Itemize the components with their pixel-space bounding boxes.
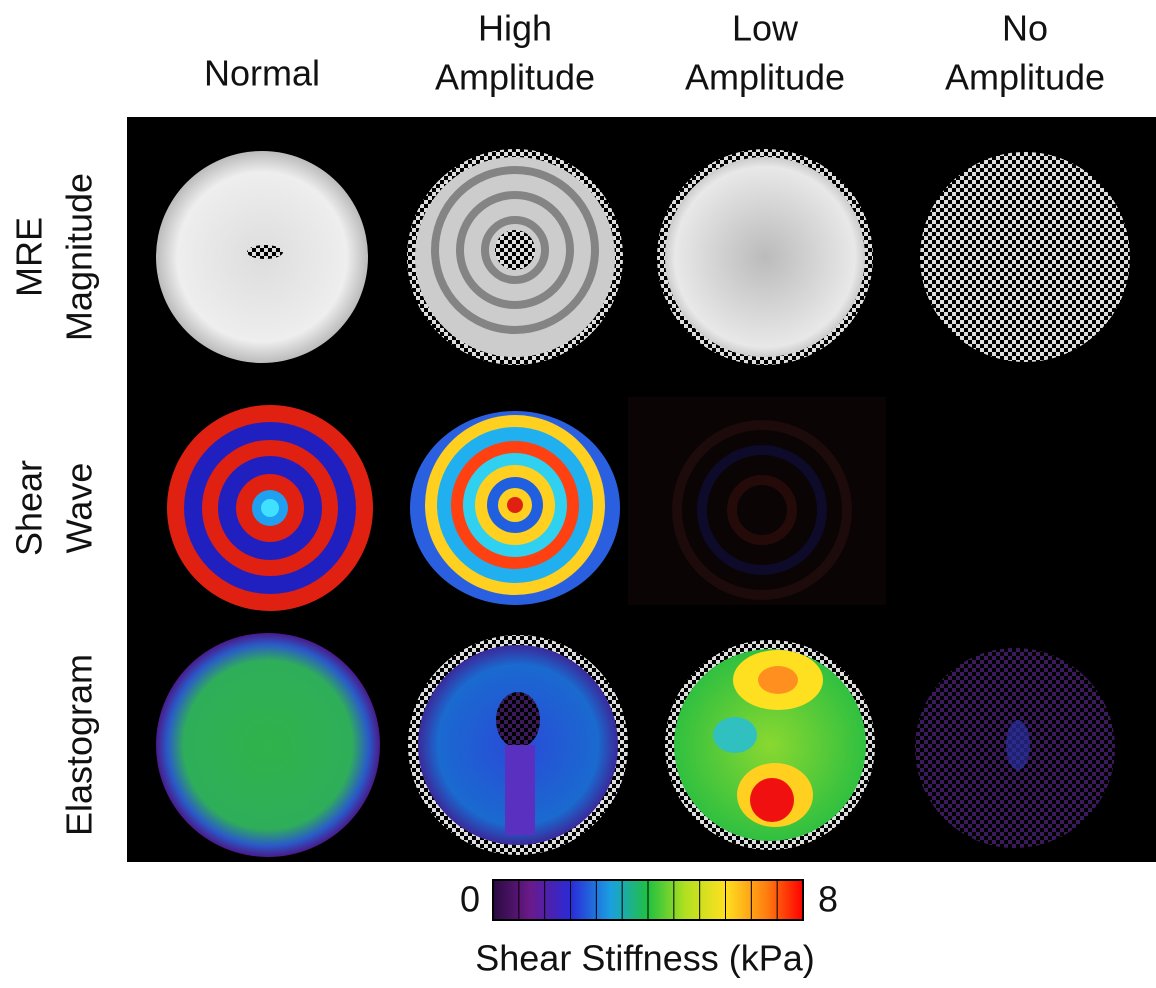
column-header: High [478,8,552,49]
column-header: Amplitude [945,57,1105,98]
colorbar-max: 8 [818,879,838,920]
column-headers: Normal High Amplitude Low Amplitude No A… [204,8,1105,98]
colorbar: 0 8 Shear Stiffness (kPa) [460,879,838,979]
column-header: Amplitude [435,57,595,98]
row-header: Shear [9,460,50,556]
colorbar-min: 0 [460,879,480,920]
row-header: MRE [9,217,50,297]
column-header: No [1002,8,1048,49]
image-panel [127,117,1156,862]
column-header: Normal [204,53,320,94]
row-header: Wave [59,463,100,554]
column-header: Low [732,8,799,49]
colorbar-label: Shear Stiffness (kPa) [475,938,815,979]
row-header: Elastogram [59,654,100,836]
column-header: Amplitude [685,57,845,98]
figure: Normal High Amplitude Low Amplitude No A… [0,0,1156,988]
row-headers: MRE Magnitude Shear Wave Elastogram [9,173,100,836]
row-header: Magnitude [59,173,100,341]
